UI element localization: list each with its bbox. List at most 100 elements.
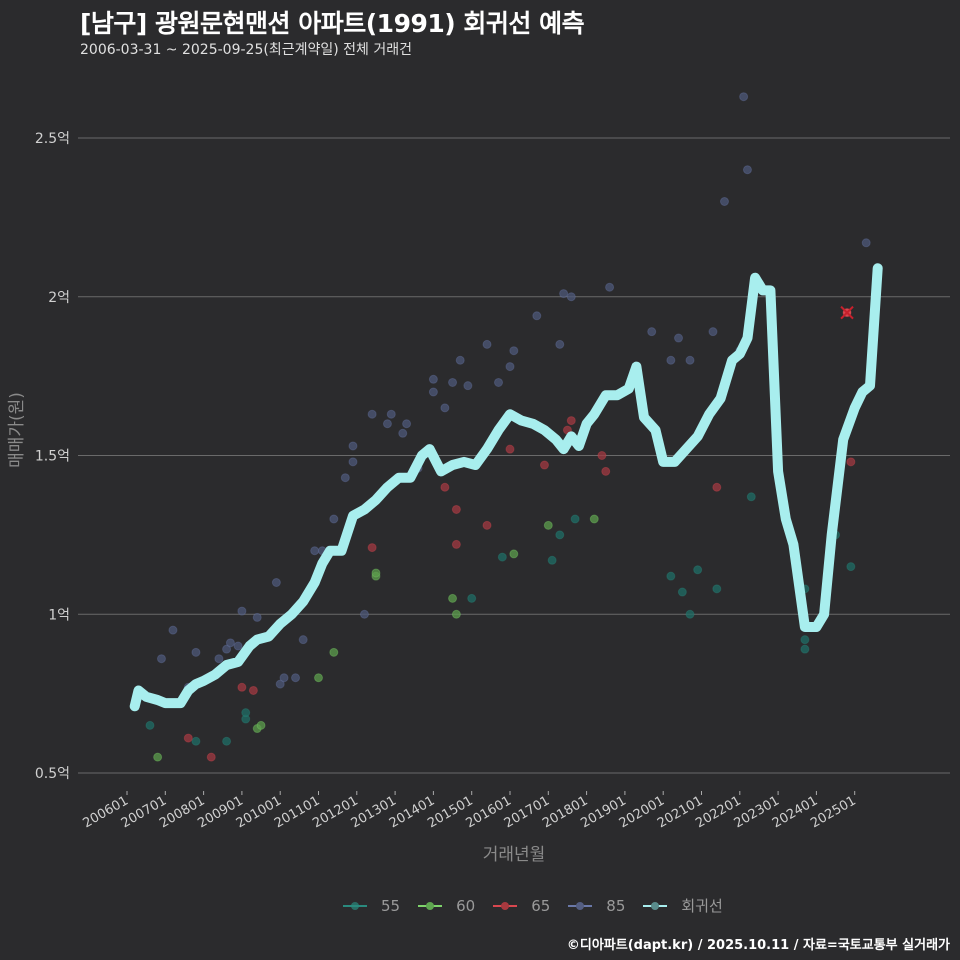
data-point-85 (708, 327, 718, 337)
data-point-85 (448, 377, 458, 387)
data-point-65 (237, 682, 247, 692)
data-point-65 (601, 466, 611, 476)
legend-key-icon (343, 899, 367, 913)
data-point-85 (382, 419, 392, 429)
data-point-55 (693, 565, 703, 575)
data-point-60 (589, 514, 599, 524)
data-point-85 (237, 606, 247, 616)
data-point-85 (156, 654, 166, 664)
data-point-65 (206, 752, 216, 762)
data-point-85 (191, 647, 201, 657)
data-point-55 (685, 609, 695, 619)
data-point-60 (371, 568, 381, 578)
data-point-85 (742, 165, 752, 175)
regression-line (129, 263, 883, 712)
legend-label: 60 (456, 896, 476, 915)
data-point-85 (291, 673, 301, 683)
data-point-85 (271, 578, 281, 587)
data-point-85 (233, 641, 243, 651)
data-point-85 (719, 197, 729, 206)
data-point-85 (398, 428, 408, 438)
data-point-65 (505, 444, 515, 454)
source-credit: ©디아파트(dapt.kr) / 2025.10.11 / 자료=국토교통부 실… (566, 938, 950, 953)
data-point-85 (647, 327, 657, 337)
data-point-55 (555, 530, 565, 540)
data-point-55 (241, 708, 251, 718)
x-axis-ticks: 2006012007012008012009012010012011012012… (81, 791, 859, 831)
latest-trade-marker (840, 305, 854, 320)
data-point-85 (222, 644, 232, 654)
legend-item-regression[interactable]: 회귀선 (643, 895, 723, 916)
data-point-55 (800, 635, 810, 645)
data-point-55 (712, 584, 722, 594)
data-point-85 (298, 635, 308, 645)
legend-item-85[interactable]: 85 (568, 897, 625, 915)
y-tick-label: 0.5억 (35, 766, 70, 782)
legend-key-icon (418, 899, 443, 913)
data-point-65 (482, 520, 492, 530)
data-point-60 (256, 720, 266, 730)
legend-item-60[interactable]: 60 (418, 897, 475, 915)
data-point-65 (597, 451, 607, 460)
y-axis-ticks: 0.5억 1억 1.5억 2억 2.5억 (35, 131, 70, 782)
data-point-60 (448, 593, 458, 603)
data-point-85 (482, 339, 492, 349)
data-point-65 (248, 685, 258, 695)
data-point-85 (348, 457, 358, 467)
data-point-85 (340, 473, 350, 483)
data-point-85 (685, 355, 695, 365)
y-tick-label: 1억 (48, 607, 70, 623)
data-point-85 (367, 409, 377, 419)
data-point-55 (570, 514, 580, 524)
y-tick-label: 2.5억 (35, 131, 70, 147)
data-point-85 (275, 679, 285, 689)
data-point-60 (314, 673, 323, 683)
chart-title: [남구] 광원문현맨션 아파트(1991) 회귀선 예측 (80, 9, 585, 38)
data-point-85 (532, 311, 542, 321)
legend-label: 회귀선 (681, 897, 723, 915)
data-point-85 (494, 377, 504, 387)
y-axis-title: 매매가(원) (7, 392, 27, 468)
legend-item-65[interactable]: 65 (493, 897, 550, 915)
data-point-65 (539, 460, 549, 470)
data-point-85 (566, 292, 576, 302)
data-point-85 (739, 92, 749, 102)
data-point-85 (359, 609, 369, 619)
chart-subtitle: 2006-03-31 ~ 2025-09-25(최근계약일) 전체 거래건 (80, 42, 412, 58)
data-point-55 (846, 562, 856, 572)
data-point-85 (674, 333, 684, 343)
data-point-85 (605, 282, 615, 292)
data-point-85 (252, 612, 262, 622)
data-point-85 (505, 362, 515, 372)
data-point-65 (451, 504, 461, 514)
data-point-85 (348, 441, 358, 451)
data-point-85 (559, 289, 569, 299)
data-point-55 (467, 593, 477, 603)
data-point-85 (386, 409, 396, 419)
data-point-85 (225, 638, 235, 648)
data-point-55 (677, 587, 687, 597)
data-point-55 (497, 552, 507, 562)
x-axis-title: 거래년월 (483, 845, 546, 865)
data-point-60 (451, 609, 461, 619)
data-point-65 (183, 733, 193, 743)
data-point-85 (214, 654, 224, 664)
regression-line-path (129, 263, 883, 712)
data-point-85 (329, 514, 339, 524)
data-point-85 (428, 374, 438, 384)
data-point-85 (463, 381, 473, 391)
data-point-85 (555, 339, 565, 349)
data-point-85 (168, 625, 178, 635)
data-point-65 (566, 416, 576, 426)
data-point-85 (279, 673, 289, 683)
legend-item-55[interactable]: 55 (343, 897, 400, 915)
data-point-55 (746, 492, 756, 502)
data-point-60 (153, 752, 163, 762)
data-point-55 (222, 736, 232, 746)
data-point-55 (547, 555, 557, 565)
data-point-55 (191, 736, 201, 746)
legend-label: 85 (606, 896, 626, 915)
data-point-85 (509, 346, 519, 356)
data-point-85 (861, 238, 871, 248)
